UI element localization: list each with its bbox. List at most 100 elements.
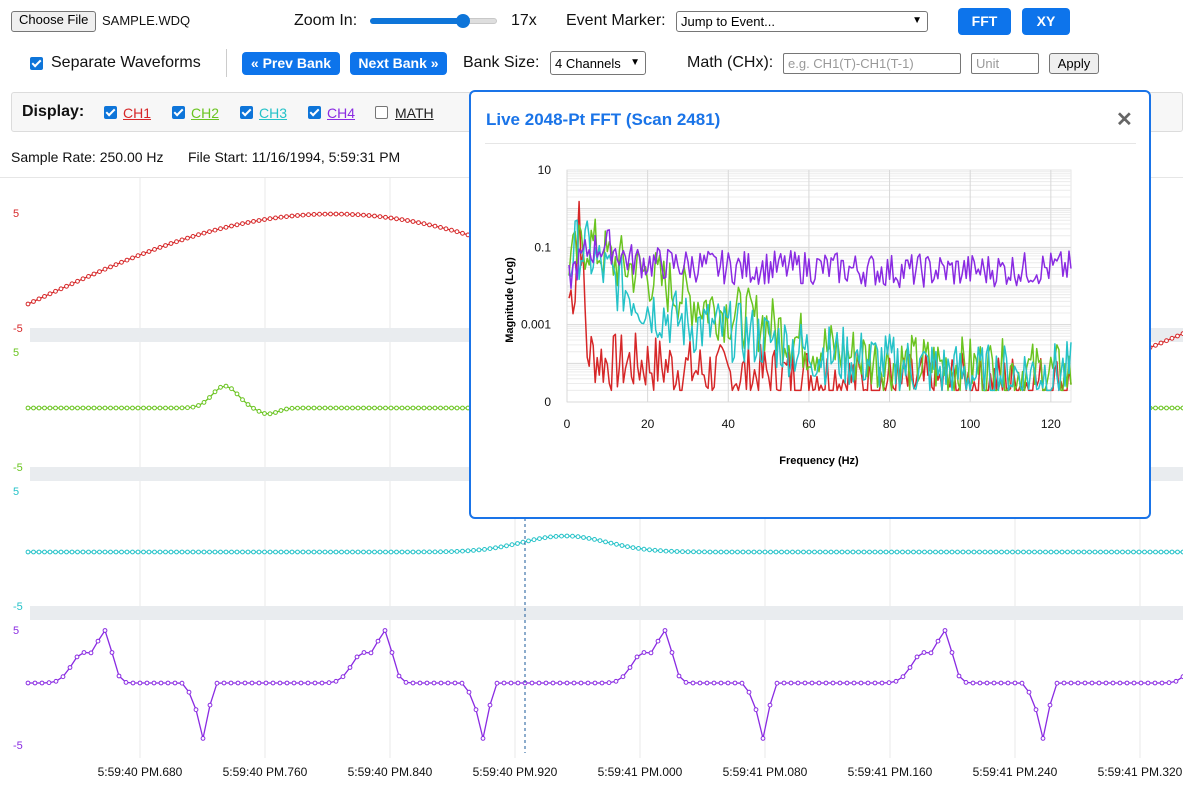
ch4-label[interactable]: CH4 — [327, 105, 356, 121]
sample-point — [630, 545, 636, 551]
fft-series — [568, 200, 1072, 392]
time-tick-label: 5:59:41 PM.080 — [723, 765, 808, 779]
sample-point — [326, 680, 332, 686]
sample-point — [697, 680, 703, 686]
sample-point — [592, 680, 598, 686]
sample-point — [47, 405, 53, 411]
ch3-checkbox[interactable] — [240, 106, 253, 119]
ch4-checkbox[interactable] — [308, 106, 321, 119]
sample-point — [291, 680, 297, 686]
sample-point — [1124, 680, 1130, 686]
sample-point — [966, 549, 971, 555]
ch2-label[interactable]: CH2 — [191, 105, 220, 121]
sample-point — [1061, 680, 1067, 686]
sample-point — [872, 680, 878, 686]
sample-point — [1164, 338, 1169, 344]
sample-point — [1153, 549, 1158, 555]
sample-point — [647, 547, 652, 553]
sample-point — [473, 707, 479, 713]
sample-point — [680, 549, 685, 555]
ch2-checkbox[interactable] — [172, 106, 185, 119]
sample-point — [858, 680, 864, 686]
event-marker-select[interactable]: Jump to Event... ▼ — [676, 11, 928, 32]
sample-point — [382, 628, 388, 633]
sample-point — [1059, 549, 1065, 555]
sample-point — [69, 281, 75, 287]
sample-point — [399, 405, 405, 411]
sample-point — [355, 405, 361, 411]
bank-size-select[interactable]: 4 Channels ▼ — [550, 51, 646, 75]
ch1-label[interactable]: CH1 — [123, 105, 152, 121]
unit-input[interactable]: Unit — [971, 53, 1039, 74]
sample-point — [229, 386, 234, 392]
sample-point — [113, 405, 119, 411]
sample-point — [465, 548, 471, 554]
sample-point — [955, 549, 960, 555]
sample-point — [273, 410, 278, 415]
fft-ticks: 0 20 40 60 80 100 120 10 0.1 0.001 0 — [521, 163, 1061, 431]
sample-point — [531, 537, 537, 543]
sample-point — [438, 405, 443, 411]
sample-point — [774, 680, 780, 686]
sample-point — [933, 549, 938, 555]
sample-point — [784, 549, 790, 555]
sample-point — [31, 549, 36, 555]
xy-button[interactable]: XY — [1022, 8, 1070, 35]
sample-point — [263, 680, 269, 686]
sample-point — [817, 549, 823, 555]
separate-waveforms-checkbox[interactable] — [30, 57, 43, 70]
sample-point — [977, 549, 982, 555]
sample-point — [135, 549, 141, 555]
prev-bank-button[interactable]: « Prev Bank — [242, 52, 340, 75]
sample-point — [1158, 405, 1164, 411]
apply-button[interactable]: Apply — [1049, 53, 1099, 74]
math-channel-label[interactable]: MATH — [395, 105, 434, 121]
sample-point — [319, 680, 325, 686]
sample-point — [141, 251, 146, 256]
sample-point — [36, 549, 42, 555]
sample-point — [839, 549, 845, 555]
sample-point — [592, 537, 597, 542]
sample-point — [31, 405, 36, 411]
sample-point — [809, 680, 815, 686]
channel-range-labels: 5 -5 5 -5 5 -5 5 -5 — [13, 208, 23, 752]
zoom-slider[interactable] — [370, 14, 497, 28]
fft-button[interactable]: FFT — [958, 8, 1011, 35]
sample-point — [417, 680, 423, 686]
next-bank-button[interactable]: Next Bank » — [350, 52, 447, 75]
math-expression-input[interactable]: e.g. CH1(T)-CH1(T-1) — [783, 53, 961, 74]
ch3-label[interactable]: CH3 — [259, 105, 288, 121]
sample-point — [460, 230, 465, 236]
choose-file-button[interactable]: Choose File — [11, 11, 97, 32]
sample-point — [174, 239, 179, 245]
sample-point — [193, 707, 199, 713]
ch1-checkbox[interactable] — [104, 106, 117, 119]
sample-point — [218, 549, 223, 555]
sample-point — [25, 549, 31, 555]
sample-point — [284, 680, 290, 686]
sample-point — [163, 405, 168, 411]
sample-point — [683, 680, 689, 685]
sample-point — [262, 549, 267, 555]
sample-point — [424, 680, 430, 686]
time-tick-label: 5:59:40 PM.920 — [473, 765, 558, 779]
sample-point — [42, 294, 47, 299]
zoom-slider-thumb[interactable] — [455, 14, 470, 28]
sample-point — [256, 218, 262, 223]
sample-point — [988, 549, 993, 555]
sample-point — [141, 405, 146, 411]
zoom-value: 17x — [511, 12, 537, 29]
sample-point — [74, 654, 80, 660]
sample-point — [669, 650, 675, 655]
math-checkbox[interactable] — [375, 106, 388, 119]
sample-point — [498, 544, 504, 550]
sample-point — [249, 680, 255, 686]
sample-point — [445, 680, 451, 686]
sample-point — [993, 549, 999, 555]
sample-point — [102, 628, 108, 633]
sample-point — [998, 680, 1004, 686]
close-icon[interactable]: ✕ — [1116, 109, 1133, 131]
sample-point — [850, 549, 856, 555]
sample-point — [201, 230, 207, 236]
sample-point — [190, 404, 196, 410]
